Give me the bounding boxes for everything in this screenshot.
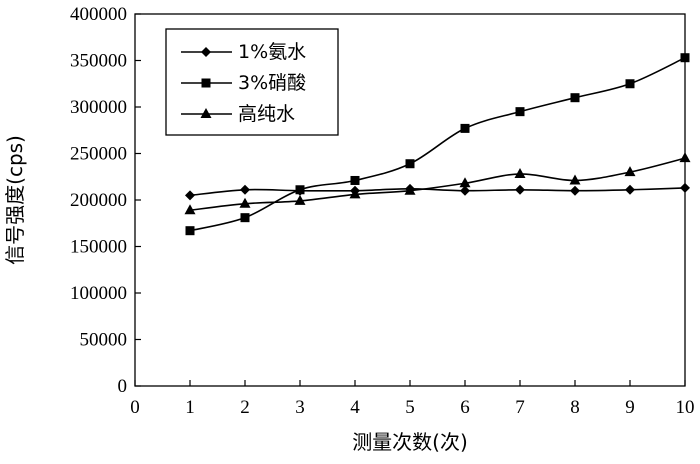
y-tick-label: 300000 xyxy=(70,97,127,118)
data-point xyxy=(239,197,251,208)
y-tick-label: 50000 xyxy=(80,330,128,351)
data-point xyxy=(680,53,690,63)
data-point xyxy=(680,182,690,193)
data-point xyxy=(514,167,526,178)
legend-marker xyxy=(201,47,211,57)
data-point xyxy=(570,93,580,103)
x-tick-label: 0 xyxy=(130,397,140,418)
legend-item-nitric-acid: 3%硝酸 xyxy=(181,72,306,94)
data-point xyxy=(515,184,525,195)
data-point xyxy=(625,79,635,89)
data-point xyxy=(625,184,635,195)
data-point xyxy=(349,188,361,199)
y-tick-label: 100000 xyxy=(70,283,127,304)
x-tick-label: 6 xyxy=(460,397,470,418)
y-tick-label: 400000 xyxy=(70,4,127,25)
x-tick-label: 9 xyxy=(625,397,635,418)
data-point xyxy=(459,177,471,188)
data-point xyxy=(294,194,306,205)
data-point xyxy=(569,174,581,185)
series-pure-water xyxy=(184,152,691,215)
data-point xyxy=(460,123,470,133)
data-point xyxy=(624,166,636,177)
x-tick-label: 4 xyxy=(350,397,360,418)
x-tick-label: 5 xyxy=(405,397,415,418)
data-point xyxy=(184,204,196,215)
data-point xyxy=(240,184,250,195)
legend-label: 高纯水 xyxy=(238,103,295,125)
data-point xyxy=(405,159,415,169)
data-point xyxy=(515,107,525,117)
series-line xyxy=(189,157,686,212)
series-line xyxy=(189,187,686,197)
legend-label: 1%氨水 xyxy=(238,41,306,63)
data-point xyxy=(295,185,305,195)
y-axis: 0 50000 100000 150000 200000 250000 300000 3500… xyxy=(70,4,141,397)
x-tick-label: 2 xyxy=(240,397,250,418)
y-tick-label: 350000 xyxy=(70,51,127,72)
y-axis-title: 信号强度(cps) xyxy=(3,135,27,265)
series-layer xyxy=(184,53,691,236)
legend-box xyxy=(165,28,339,136)
x-tick-label: 8 xyxy=(570,397,580,418)
x-tick-label: 3 xyxy=(295,397,305,418)
data-point xyxy=(404,184,416,195)
data-point xyxy=(185,226,195,236)
legend-label: 3%硝酸 xyxy=(238,72,306,94)
x-axis-title: 测量次数(次) xyxy=(352,430,468,454)
data-point xyxy=(350,175,360,185)
data-point xyxy=(185,190,195,201)
x-axis: 0 1 2 3 4 5 6 7 8 9 10 xyxy=(130,380,695,418)
data-point xyxy=(570,185,580,196)
data-point xyxy=(240,213,250,223)
y-tick-label: 150000 xyxy=(70,237,127,258)
legend-marker xyxy=(201,78,211,88)
data-point xyxy=(679,152,691,163)
x-tick-label: 1 xyxy=(185,397,195,418)
series-nitric-acid xyxy=(185,53,690,236)
y-tick-label: 0 xyxy=(118,376,128,397)
y-tick-label: 250000 xyxy=(70,144,127,165)
legend-item-ammonia: 1%氨水 xyxy=(181,41,306,63)
legend-marker xyxy=(200,108,212,118)
y-tick-label: 200000 xyxy=(70,190,127,211)
series-ammonia xyxy=(185,182,690,201)
legend-item-pure-water: 高纯水 xyxy=(181,103,295,125)
data-point xyxy=(460,185,470,196)
x-tick-label: 7 xyxy=(515,397,525,418)
x-tick-label: 10 xyxy=(676,397,695,418)
